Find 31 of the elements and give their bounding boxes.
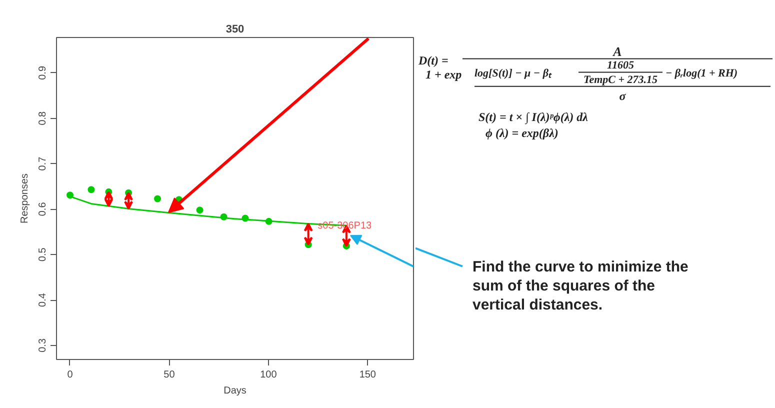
text: A xyxy=(612,44,622,59)
text: 11605 xyxy=(607,59,634,72)
text: σ xyxy=(619,88,626,103)
text: vertical distances. xyxy=(472,296,603,314)
y-tick-label: 0.6 xyxy=(38,202,48,216)
point xyxy=(66,192,74,199)
text: ϕ (λ) = exp(βλ) xyxy=(486,126,558,140)
y-tick-label: 0.8 xyxy=(38,110,48,126)
y-tick-label: 0.3 xyxy=(38,338,48,352)
text: 1 + exp xyxy=(426,67,462,82)
y-tick-label: 0.5 xyxy=(38,247,48,262)
x-axis-title: Days xyxy=(224,386,246,396)
text: Find the curve to minimize the xyxy=(472,258,688,276)
x-tick-label: 100 xyxy=(260,370,278,380)
chart-title: 350 xyxy=(226,24,244,36)
text: log[S(t)] − μ − βₜ xyxy=(474,67,552,80)
x-tick-label: 0 xyxy=(67,370,74,380)
y-axis-title: Responses xyxy=(20,173,30,224)
point xyxy=(88,186,95,194)
point xyxy=(196,206,204,214)
text: − βᵣlog(1 + RH) xyxy=(666,67,738,80)
x-tick-label: 150 xyxy=(359,370,376,380)
text: TempC + 273.15 xyxy=(584,74,658,86)
y-tick-label: 0.4 xyxy=(38,292,48,307)
point xyxy=(154,195,162,202)
text: sum of the squares of the xyxy=(472,277,656,294)
y-tick-label: 0.9 xyxy=(38,66,48,80)
y-tick-label: 0.7 xyxy=(38,156,48,171)
x-tick-label: 50 xyxy=(164,370,176,380)
text: D(t) = xyxy=(418,53,448,68)
text: S(t) = t × ∫ I(λ)ᵖϕ(λ) dλ xyxy=(478,110,589,126)
